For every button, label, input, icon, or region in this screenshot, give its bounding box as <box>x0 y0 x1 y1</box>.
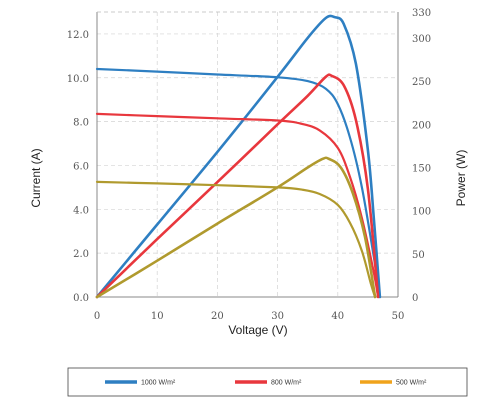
y-right-tick-label: 0 <box>412 293 418 304</box>
y-left-tick-label: 4.0 <box>73 205 89 216</box>
legend-label-1000: 1000 W/m² <box>141 380 176 387</box>
y-right-tick-label: 200 <box>412 120 431 131</box>
y-left-tick-label: 12.0 <box>67 30 89 41</box>
y-left-axis-title: Current (A) <box>29 148 43 207</box>
y-right-axis-title: Power (W) <box>454 150 468 207</box>
legend: 1000 W/m² 800 W/m² 500 W/m² <box>68 368 467 396</box>
x-axis-title: Voltage (V) <box>228 323 287 337</box>
x-tick-label: 40 <box>331 311 344 322</box>
x-tick-label: 30 <box>271 311 284 322</box>
y-right-tick-label: 330 <box>412 8 431 19</box>
x-tick-label: 10 <box>151 311 164 322</box>
legend-label-500: 500 W/m² <box>396 380 427 387</box>
legend-label-800: 800 W/m² <box>271 380 302 387</box>
y-right-tick-label: 150 <box>412 163 431 174</box>
x-tick-label: 0 <box>94 311 100 322</box>
x-tick-label: 50 <box>392 311 405 322</box>
y-left-tick-label: 6.0 <box>73 161 89 172</box>
y-left-tick-label: 8.0 <box>73 118 89 129</box>
y-left-tick-label: 0.0 <box>73 293 89 304</box>
y-left-tick-label: 10.0 <box>67 74 89 85</box>
y-right-tick-label: 100 <box>412 207 431 218</box>
x-tick-label: 20 <box>211 311 224 322</box>
y-right-tick-label: 300 <box>412 34 431 45</box>
y-right-tick-label: 50 <box>412 250 425 261</box>
y-left-tick-label: 2.0 <box>73 249 89 260</box>
y-right-tick-label: 250 <box>412 77 431 88</box>
